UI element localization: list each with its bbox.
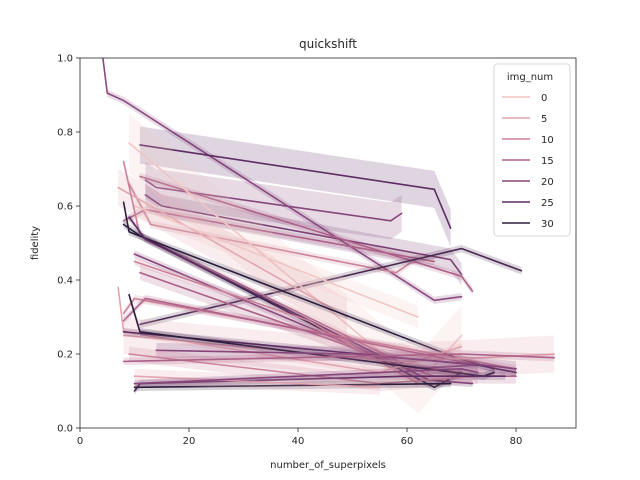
- x-tick-label: 60: [401, 436, 414, 447]
- series-line-3: [144, 194, 463, 276]
- series-layer: [102, 58, 555, 414]
- series-line-19: [122, 297, 517, 370]
- legend-label-20: 20: [541, 177, 554, 188]
- legend-label-30: 30: [541, 219, 554, 230]
- series-line-4: [139, 175, 474, 292]
- series-line-28: [133, 375, 381, 389]
- legend-label-25: 25: [541, 198, 554, 209]
- series-band-22: [123, 328, 517, 377]
- legend-label-15: 15: [541, 156, 554, 167]
- y-tick-label: 0.0: [57, 424, 73, 435]
- series-band-2: [145, 161, 402, 240]
- series-band-25: [129, 346, 478, 391]
- series-band-6: [123, 206, 435, 266]
- series-band-5: [129, 180, 418, 277]
- series-line-9: [117, 186, 348, 318]
- series-band-3: [145, 183, 462, 286]
- series-band-16: [139, 265, 517, 384]
- legend-label-0: 0: [541, 93, 547, 104]
- x-tick-label: 40: [292, 436, 305, 447]
- x-tick-label: 20: [183, 436, 196, 447]
- series-band-8: [129, 113, 462, 414]
- series-band-26: [134, 372, 506, 395]
- series-line-24: [155, 349, 517, 370]
- series-band-20: [123, 294, 478, 369]
- series-line-5: [128, 183, 419, 274]
- y-tick-label: 0.4: [57, 276, 73, 287]
- legend: img_num 0 5 10 15 20 25 30: [493, 63, 571, 237]
- series-line-14: [128, 216, 474, 385]
- series-line-10: [133, 205, 419, 318]
- x-tick-label: 0: [77, 436, 83, 447]
- series-band-4: [139, 172, 473, 295]
- series-line-0: [102, 58, 463, 302]
- series-band-12: [123, 198, 495, 373]
- series-line-1: [139, 144, 452, 229]
- y-tick-label: 1.0: [57, 54, 73, 65]
- series-line-11: [122, 160, 463, 374]
- y-tick-label: 0.2: [57, 350, 73, 361]
- x-axis-label: number_of_superpixels: [270, 460, 386, 471]
- series-line-13: [122, 223, 463, 389]
- y-axis-label: fidelity: [30, 226, 41, 260]
- y-tick-label: 0.8: [57, 128, 73, 139]
- series-line-29: [133, 367, 479, 385]
- series-band-23: [129, 291, 495, 380]
- legend-entries: 0 5 10 15 20 25 30: [502, 93, 554, 230]
- series-line-30: [122, 353, 555, 363]
- series-line-25: [128, 353, 479, 385]
- legend-label-5: 5: [541, 114, 547, 125]
- legend-label-10: 10: [541, 135, 554, 146]
- series-band-21: [123, 317, 555, 380]
- series-line-27: [133, 382, 452, 389]
- series-line-20: [122, 297, 479, 366]
- x-axis: 0 20 40 60 80: [77, 428, 523, 447]
- y-tick-label: 0.6: [57, 202, 73, 213]
- series-line-2: [144, 179, 403, 222]
- series-line-12: [122, 201, 496, 370]
- legend-box: [493, 63, 571, 237]
- chart-title: quickshift: [299, 37, 357, 51]
- x-tick-label: 80: [510, 436, 523, 447]
- legend-title: img_num: [507, 72, 553, 83]
- series-band-7: [139, 244, 522, 329]
- y-axis: 0.0 0.2 0.4 0.6 0.8 1.0: [57, 54, 80, 435]
- plot-frame: [79, 57, 577, 429]
